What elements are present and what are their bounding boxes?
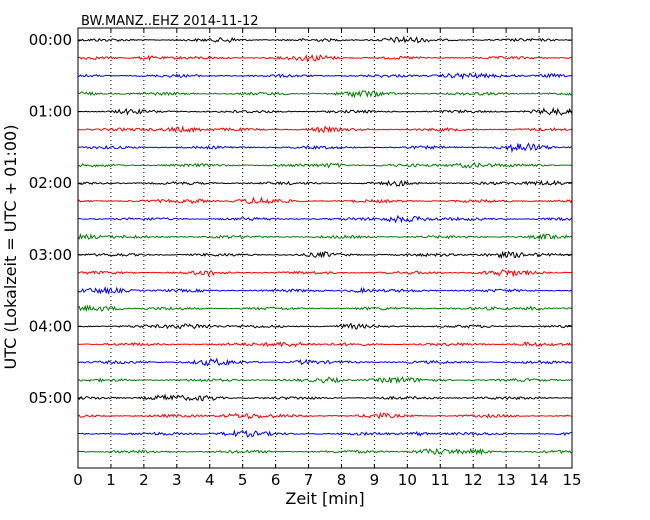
seismogram-trace-8 xyxy=(77,179,573,187)
seismogram-trace-9 xyxy=(77,196,573,205)
x-tick-label: 12 xyxy=(464,471,483,489)
y-tick-label: 02:00 xyxy=(29,174,72,192)
y-tick-label: 05:00 xyxy=(29,389,72,407)
x-tick-label: 1 xyxy=(106,471,116,489)
x-axis-ticks: 0 1 2 3 4 5 6 7 8 9 10 11 12 13 14 15 xyxy=(73,28,582,489)
seismogram-trace-3 xyxy=(77,90,573,99)
seismogram-trace-15 xyxy=(77,304,573,313)
seismogram-trace-17 xyxy=(77,341,573,348)
seismogram-trace-16 xyxy=(77,322,573,330)
seismogram-trace-12 xyxy=(77,250,573,260)
x-tick-label: 2 xyxy=(139,471,149,489)
x-tick-label: 7 xyxy=(304,471,314,489)
seismogram-trace-5 xyxy=(77,125,573,134)
x-tick-label: 0 xyxy=(73,471,83,489)
vertical-grid xyxy=(110,28,540,468)
x-tick-label: 8 xyxy=(337,471,347,489)
x-axis-label: Zeit [min] xyxy=(285,489,364,508)
x-tick-label: 11 xyxy=(431,471,450,489)
x-tick-label: 14 xyxy=(530,471,549,489)
seismogram-trace-4 xyxy=(77,107,573,116)
seismogram-traces xyxy=(77,35,573,456)
seismogram-trace-1 xyxy=(77,53,573,63)
y-axis-ticks: 00:00 01:00 02:00 03:00 04:00 05:00 xyxy=(29,31,572,407)
x-tick-label: 9 xyxy=(370,471,380,489)
seismogram-trace-11 xyxy=(77,232,573,241)
chart-title: BW.MANZ..EHZ 2014-11-12 xyxy=(81,14,259,29)
seismogram-trace-22 xyxy=(78,429,573,438)
seismogram-trace-19 xyxy=(77,376,573,385)
seismogram-trace-14 xyxy=(77,285,573,296)
seismogram-trace-18 xyxy=(77,357,573,367)
x-tick-label: 13 xyxy=(497,471,516,489)
x-tick-label: 3 xyxy=(172,471,182,489)
seismogram-trace-23 xyxy=(77,447,573,456)
x-tick-label: 6 xyxy=(271,471,281,489)
plot-frame xyxy=(77,27,573,469)
seismogram-trace-21 xyxy=(77,411,573,420)
x-tick-label: 5 xyxy=(238,471,248,489)
seismogram-trace-2 xyxy=(77,72,573,80)
y-tick-label: 04:00 xyxy=(29,317,72,335)
seismogram-trace-6 xyxy=(77,142,573,154)
x-tick-label: 4 xyxy=(205,471,215,489)
y-tick-label: 03:00 xyxy=(29,246,72,264)
x-tick-label: 15 xyxy=(562,471,581,489)
seismogram-trace-13 xyxy=(77,269,573,278)
seismogram-trace-20 xyxy=(77,393,573,402)
seismogram-trace-0 xyxy=(77,35,573,44)
x-tick-label: 10 xyxy=(398,471,417,489)
y-tick-label: 00:00 xyxy=(29,31,72,49)
y-tick-label: 01:00 xyxy=(29,103,72,121)
seismogram-trace-10 xyxy=(77,214,573,224)
y-axis-label: UTC (Lokalzeit = UTC + 01:00) xyxy=(1,125,20,370)
seismogram-trace-7 xyxy=(77,161,573,169)
